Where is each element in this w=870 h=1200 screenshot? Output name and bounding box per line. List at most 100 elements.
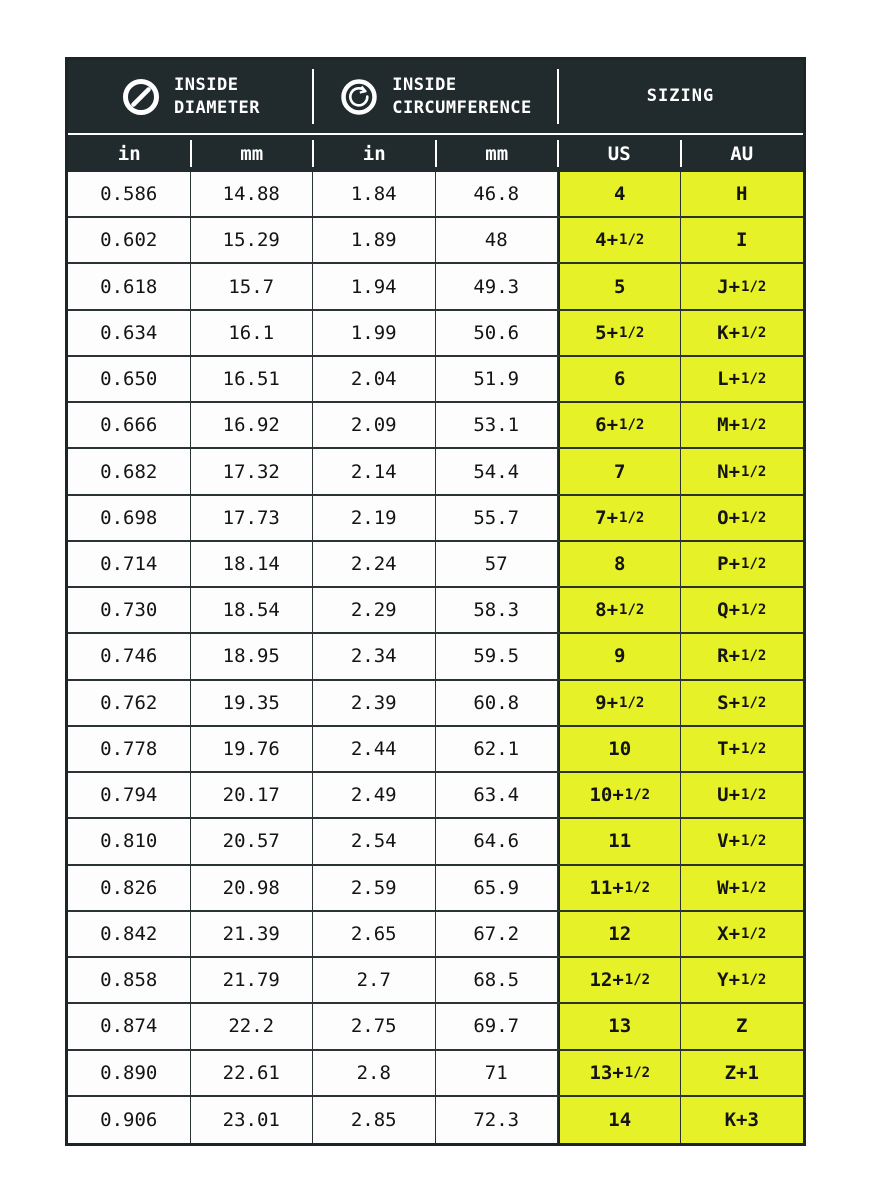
cell-size-us: 5 bbox=[558, 264, 681, 309]
cell-size-au: L+ 1/2 bbox=[680, 356, 803, 402]
cell-diameter-in: 0.618 bbox=[68, 264, 191, 309]
cell-size-au: I bbox=[680, 218, 803, 263]
table-header: INSIDE DIAMETER INSIDE CIRCUMFERENCE SIZ… bbox=[68, 60, 803, 133]
cell-circumference-in: 1.89 bbox=[313, 218, 436, 263]
cell-circumference-mm: 64.6 bbox=[435, 819, 558, 864]
cell-circumference-in: 2.24 bbox=[313, 541, 436, 587]
cell-circumference-mm: 53.1 bbox=[435, 403, 558, 448]
cell-size-us: 8+ 1/2 bbox=[558, 588, 681, 633]
cell-diameter-in: 0.794 bbox=[68, 773, 191, 818]
cell-size-us: 4 bbox=[558, 172, 681, 217]
table-body: 0.586 14.88 1.84 46.8 4 H 0.602 15.29 1.… bbox=[68, 172, 803, 1143]
cell-size-au: Z bbox=[680, 1004, 803, 1049]
cell-diameter-in: 0.874 bbox=[68, 1004, 191, 1049]
column-header-circumference-mm: mm bbox=[436, 135, 559, 172]
cell-diameter-mm: 16.92 bbox=[190, 403, 313, 448]
cell-size-us: 12 bbox=[558, 911, 681, 957]
header-label-inside-circumference: INSIDE CIRCUMFERENCE bbox=[392, 75, 532, 118]
cell-diameter-in: 0.602 bbox=[68, 218, 191, 263]
cell-diameter-mm: 19.76 bbox=[190, 726, 313, 772]
table-row: 0.778 19.76 2.44 62.1 10 T+ 1/2 bbox=[68, 726, 803, 774]
table-row: 0.746 18.95 2.34 59.5 9 R+ 1/2 bbox=[68, 634, 803, 681]
table-row: 0.890 22.61 2.8 71 13+ 1/2 Z+1 bbox=[68, 1050, 803, 1097]
header-group-inside-circumference: INSIDE CIRCUMFERENCE bbox=[313, 60, 559, 133]
cell-diameter-mm: 16.51 bbox=[190, 356, 313, 402]
cell-size-au: Q+ 1/2 bbox=[680, 588, 803, 633]
cell-circumference-in: 2.75 bbox=[313, 1004, 436, 1049]
cell-size-us: 11+ 1/2 bbox=[558, 865, 681, 910]
table-row: 0.826 20.98 2.59 65.9 11+ 1/2 W+ 1/2 bbox=[68, 865, 803, 912]
cell-circumference-mm: 50.6 bbox=[435, 310, 558, 355]
cell-size-au: T+ 1/2 bbox=[680, 726, 803, 772]
cell-circumference-in: 2.8 bbox=[313, 1050, 436, 1095]
cell-size-au: Z+1 bbox=[680, 1050, 803, 1095]
cell-size-us: 6 bbox=[558, 356, 681, 402]
cell-circumference-mm: 57 bbox=[435, 541, 558, 587]
cell-diameter-mm: 21.79 bbox=[190, 958, 313, 1003]
cell-circumference-in: 1.84 bbox=[313, 172, 436, 217]
cell-circumference-mm: 65.9 bbox=[435, 865, 558, 910]
table-row: 0.794 20.17 2.49 63.4 10+ 1/2 U+ 1/2 bbox=[68, 773, 803, 820]
cell-circumference-mm: 46.8 bbox=[435, 172, 558, 217]
cell-circumference-mm: 51.9 bbox=[435, 356, 558, 402]
table-row: 0.634 16.1 1.99 50.6 5+ 1/2 K+ 1/2 bbox=[68, 310, 803, 357]
diameter-icon bbox=[123, 78, 160, 115]
cell-circumference-mm: 54.4 bbox=[435, 449, 558, 494]
cell-diameter-in: 0.826 bbox=[68, 865, 191, 910]
cell-diameter-in: 0.858 bbox=[68, 958, 191, 1003]
cell-size-us: 13+ 1/2 bbox=[558, 1050, 681, 1095]
cell-diameter-mm: 22.2 bbox=[190, 1004, 313, 1049]
cell-diameter-mm: 17.32 bbox=[190, 449, 313, 494]
table-row: 0.602 15.29 1.89 48 4+ 1/2 I bbox=[68, 218, 803, 265]
table-row: 0.762 19.35 2.39 60.8 9+ 1/2 S+ 1/2 bbox=[68, 680, 803, 727]
cell-size-au: H bbox=[680, 172, 803, 217]
cell-circumference-mm: 62.1 bbox=[435, 726, 558, 772]
cell-size-us: 9+ 1/2 bbox=[558, 680, 681, 725]
table-row: 0.618 15.7 1.94 49.3 5 J+ 1/2 bbox=[68, 264, 803, 311]
cell-diameter-in: 0.778 bbox=[68, 726, 191, 772]
cell-diameter-mm: 20.17 bbox=[190, 773, 313, 818]
cell-circumference-in: 2.7 bbox=[313, 958, 436, 1003]
cell-diameter-mm: 20.57 bbox=[190, 819, 313, 864]
cell-size-us: 4+ 1/2 bbox=[558, 218, 681, 263]
cell-diameter-in: 0.842 bbox=[68, 911, 191, 957]
cell-circumference-in: 2.59 bbox=[313, 865, 436, 910]
cell-diameter-mm: 23.01 bbox=[190, 1096, 313, 1143]
cell-size-us: 7 bbox=[558, 449, 681, 494]
cell-size-au: S+ 1/2 bbox=[680, 680, 803, 725]
cell-circumference-in: 2.34 bbox=[313, 634, 436, 679]
table-row: 0.586 14.88 1.84 46.8 4 H bbox=[68, 172, 803, 219]
table-row: 0.714 18.14 2.24 57 8 P+ 1/2 bbox=[68, 541, 803, 589]
cell-diameter-in: 0.634 bbox=[68, 310, 191, 355]
cell-diameter-mm: 18.95 bbox=[190, 634, 313, 679]
cell-size-us: 7+ 1/2 bbox=[558, 495, 681, 540]
cell-size-us: 9 bbox=[558, 634, 681, 679]
table-row: 0.698 17.73 2.19 55.7 7+ 1/2 O+ 1/2 bbox=[68, 495, 803, 542]
cell-size-au: V+ 1/2 bbox=[680, 819, 803, 864]
cell-diameter-in: 0.698 bbox=[68, 495, 191, 540]
table-row: 0.730 18.54 2.29 58.3 8+ 1/2 Q+ 1/2 bbox=[68, 588, 803, 635]
cell-size-au: Y+ 1/2 bbox=[680, 958, 803, 1003]
cell-diameter-mm: 21.39 bbox=[190, 911, 313, 957]
cell-circumference-in: 2.54 bbox=[313, 819, 436, 864]
cell-diameter-mm: 22.61 bbox=[190, 1050, 313, 1095]
table-row: 0.810 20.57 2.54 64.6 11 V+ 1/2 bbox=[68, 819, 803, 866]
column-header-au: AU bbox=[730, 142, 754, 165]
cell-circumference-in: 2.14 bbox=[313, 449, 436, 494]
table-row: 0.666 16.92 2.09 53.1 6+ 1/2 M+ 1/2 bbox=[68, 403, 803, 450]
table-row: 0.682 17.32 2.14 54.4 7 N+ 1/2 bbox=[68, 449, 803, 496]
cell-circumference-in: 2.29 bbox=[313, 588, 436, 633]
header-group-sizing: SIZING bbox=[558, 60, 803, 133]
cell-diameter-mm: 20.98 bbox=[190, 865, 313, 910]
cell-diameter-in: 0.666 bbox=[68, 403, 191, 448]
cell-circumference-mm: 55.7 bbox=[435, 495, 558, 540]
cell-diameter-mm: 18.54 bbox=[190, 588, 313, 633]
cell-circumference-in: 2.44 bbox=[313, 726, 436, 772]
cell-circumference-mm: 58.3 bbox=[435, 588, 558, 633]
header-label-sizing: SIZING bbox=[646, 86, 715, 107]
header-divider bbox=[68, 133, 803, 135]
cell-circumference-mm: 68.5 bbox=[435, 958, 558, 1003]
cell-diameter-mm: 15.7 bbox=[190, 264, 313, 309]
cell-diameter-in: 0.906 bbox=[68, 1096, 191, 1143]
column-header-us: US bbox=[558, 135, 681, 172]
